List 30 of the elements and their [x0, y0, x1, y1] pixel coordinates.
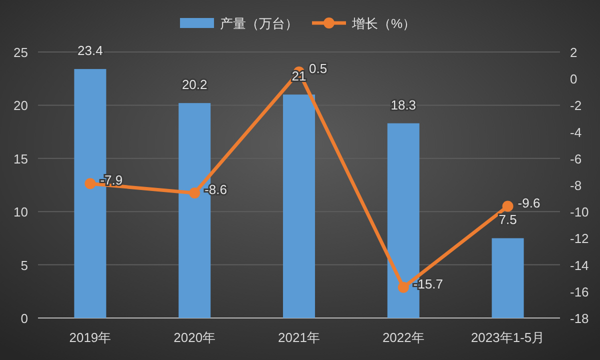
y2-tick-label: -2: [570, 98, 582, 114]
y2-tick-label: -18: [570, 311, 589, 326]
y2-tick-label: 0: [570, 72, 578, 87]
data-label: 0.5: [309, 60, 328, 76]
data-label: 20.2: [182, 77, 208, 92]
y2-tick-label: -4: [570, 124, 582, 140]
y2-tick-label: -8: [570, 178, 582, 193]
y-tick-label: 10: [14, 204, 28, 220]
x-tick-label: 2022年: [382, 330, 424, 345]
y-tick-label: 25: [14, 45, 28, 60]
y2-tick-label: -6: [570, 151, 582, 166]
data-label: -9.6: [518, 195, 540, 210]
x-tick-label: 2023年1-5月: [470, 330, 545, 345]
data-label: 18.3: [390, 97, 416, 112]
y2-tick-label: -12: [570, 231, 589, 246]
x-tick-label: 2019年: [69, 330, 112, 345]
x-tick-label: 2020年: [174, 330, 216, 345]
y-tick-label: 20: [14, 98, 28, 114]
y-tick-label: 15: [14, 151, 28, 166]
data-label: 7.5: [498, 212, 517, 228]
y2-tick-label: -16: [570, 284, 589, 300]
y2-tick-label: 2: [570, 45, 578, 60]
y2-tick-label: -10: [570, 204, 589, 220]
legend-label: 产量（万台）: [220, 16, 298, 31]
legend-label: 增长（%）: [351, 16, 416, 31]
y-tick-label: 5: [20, 258, 28, 273]
x-tick-label: 2021年: [278, 330, 320, 345]
data-label: 23.4: [78, 43, 103, 58]
y-tick-label: 0: [20, 311, 28, 326]
y2-tick-label: -14: [570, 258, 589, 273]
